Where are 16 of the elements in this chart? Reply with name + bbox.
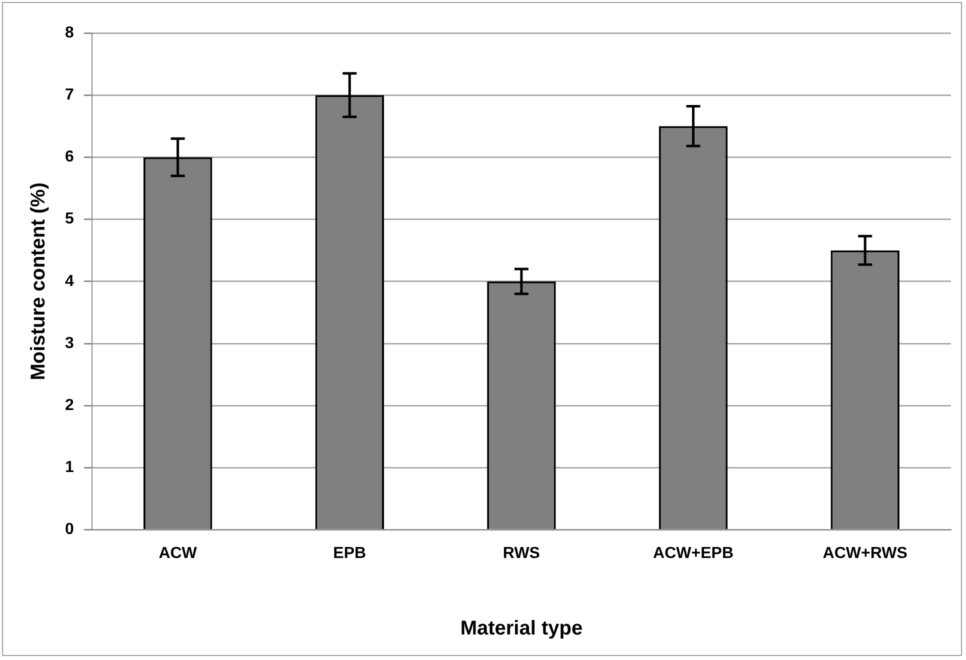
x-tick-label: EPB — [333, 544, 366, 562]
y-tick-label: 1 — [64, 459, 74, 476]
x-tick-label: ACW — [158, 544, 198, 562]
y-axis-title: Moisture content (%) — [28, 182, 50, 380]
y-tick-label: 6 — [64, 148, 74, 166]
x-tick-label: RWS — [502, 544, 540, 562]
y-tick-label: 4 — [64, 272, 74, 290]
x-axis-title: Material type — [460, 618, 583, 640]
y-tick-label: 8 — [64, 24, 74, 42]
y-tick-label: 5 — [64, 210, 74, 228]
x-tick-label: ACW+RWS — [822, 544, 908, 562]
y-tick-label: 3 — [64, 334, 74, 352]
y-tick-label: 7 — [64, 86, 74, 104]
y-tick-label: 0 — [64, 521, 74, 538]
x-tick-label: ACW+EPB — [653, 544, 734, 562]
y-tick-label: 2 — [64, 397, 74, 414]
